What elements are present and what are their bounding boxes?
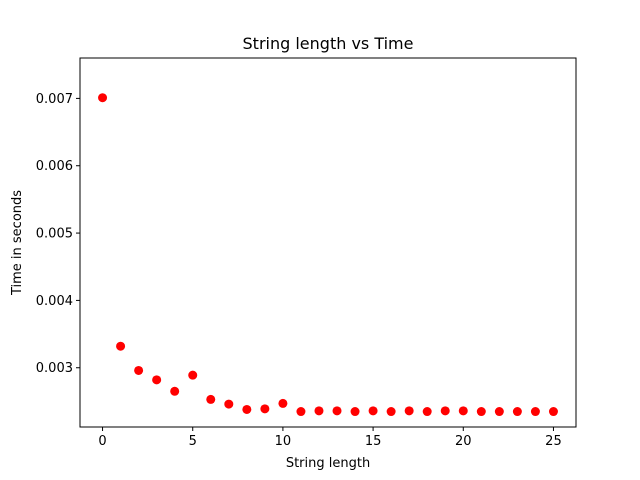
data-point	[350, 407, 360, 417]
data-point	[314, 406, 324, 416]
y-tick-label: 0.007	[36, 92, 73, 107]
y-tick-label: 0.004	[36, 294, 73, 309]
y-tick-label: 0.006	[36, 159, 73, 174]
data-point	[422, 407, 432, 417]
y-axis-title: Time in seconds	[10, 190, 25, 296]
data-point	[530, 407, 540, 417]
chart-title: String length vs Time	[243, 34, 414, 53]
data-point	[242, 404, 252, 414]
data-point	[494, 407, 504, 417]
data-point	[386, 407, 396, 417]
data-point	[404, 406, 414, 416]
data-points	[98, 93, 558, 417]
data-point	[278, 398, 288, 408]
y-tick-label: 0.005	[36, 227, 73, 242]
y-tick-label: 0.003	[36, 361, 73, 376]
data-point	[116, 341, 126, 351]
data-point	[260, 404, 270, 414]
plot-area: 0 5 10 15 20 25 0.003 0.004 0.005 0.006 0.007	[36, 57, 577, 449]
x-tick-label: 20	[455, 434, 472, 449]
data-point	[332, 406, 342, 416]
data-point	[98, 93, 108, 103]
data-point	[368, 406, 378, 416]
data-point	[152, 375, 162, 385]
y-axis-ticks: 0.003 0.004 0.005 0.006 0.007	[36, 92, 80, 376]
plot-frame	[79, 57, 577, 428]
data-point	[548, 407, 558, 417]
x-tick-label: 0	[98, 434, 106, 449]
x-tick-label: 25	[545, 434, 562, 449]
data-point	[206, 394, 216, 404]
data-point	[458, 406, 468, 416]
data-point	[188, 370, 198, 380]
x-tick-label: 10	[275, 434, 292, 449]
data-point	[440, 406, 450, 416]
x-axis-ticks: 0 5 10 15 20 25	[98, 427, 562, 449]
data-point	[512, 407, 522, 417]
x-tick-label: 5	[189, 434, 197, 449]
data-point	[476, 407, 486, 417]
data-point	[134, 365, 144, 375]
x-axis-title: String length	[286, 456, 370, 471]
data-point	[170, 386, 180, 396]
data-point	[224, 399, 234, 409]
data-point	[296, 407, 306, 417]
x-tick-label: 15	[365, 434, 382, 449]
